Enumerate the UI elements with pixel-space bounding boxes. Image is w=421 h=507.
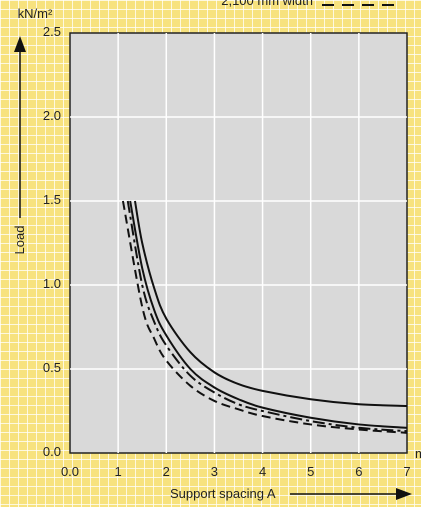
x-tick-label: 6 xyxy=(355,464,362,479)
x-tick-label: 1 xyxy=(115,464,122,479)
legend: 2,100 mm width xyxy=(221,0,400,8)
x-unit-label: m xyxy=(415,446,421,461)
y-tick-label: 2.5 xyxy=(43,24,61,39)
y-tick-label: 0.0 xyxy=(43,444,61,459)
x-tick-label: 2 xyxy=(163,464,170,479)
y-tick-label: 1.0 xyxy=(43,276,61,291)
series-line-3-dashdot xyxy=(126,200,408,433)
gridlines xyxy=(70,33,407,453)
series-line-4-dashed xyxy=(121,200,408,434)
y-axis-arrow-head xyxy=(14,36,26,52)
tick-labels: 0.0 1 2 3 4 5 6 7 0.0 0.5 1.0 1.5 2.0 2.5 xyxy=(43,24,411,479)
x-tick-label: 3 xyxy=(211,464,218,479)
x-axis-arrow-head xyxy=(396,488,412,500)
y-axis-title: Load xyxy=(12,36,27,254)
x-tick-label: 7 xyxy=(403,464,410,479)
x-tick-label: 5 xyxy=(307,464,314,479)
y-tick-label: 1.5 xyxy=(43,192,61,207)
y-tick-label: 2.0 xyxy=(43,108,61,123)
series-layer xyxy=(121,200,408,434)
x-tick-label: 0.0 xyxy=(61,464,79,479)
x-axis-label: Support spacing A xyxy=(170,486,276,501)
y-axis-label: Load xyxy=(12,226,27,255)
series-line-1-solid xyxy=(134,200,408,407)
plot-area xyxy=(69,32,408,454)
y-unit-label: kN/m² xyxy=(18,6,53,21)
y-tick-label: 0.5 xyxy=(43,360,61,375)
x-axis-title: Support spacing A xyxy=(170,486,412,501)
series-line-2-solid xyxy=(129,200,408,429)
legend-label: 2,100 mm width xyxy=(221,0,313,8)
x-tick-label: 4 xyxy=(259,464,266,479)
